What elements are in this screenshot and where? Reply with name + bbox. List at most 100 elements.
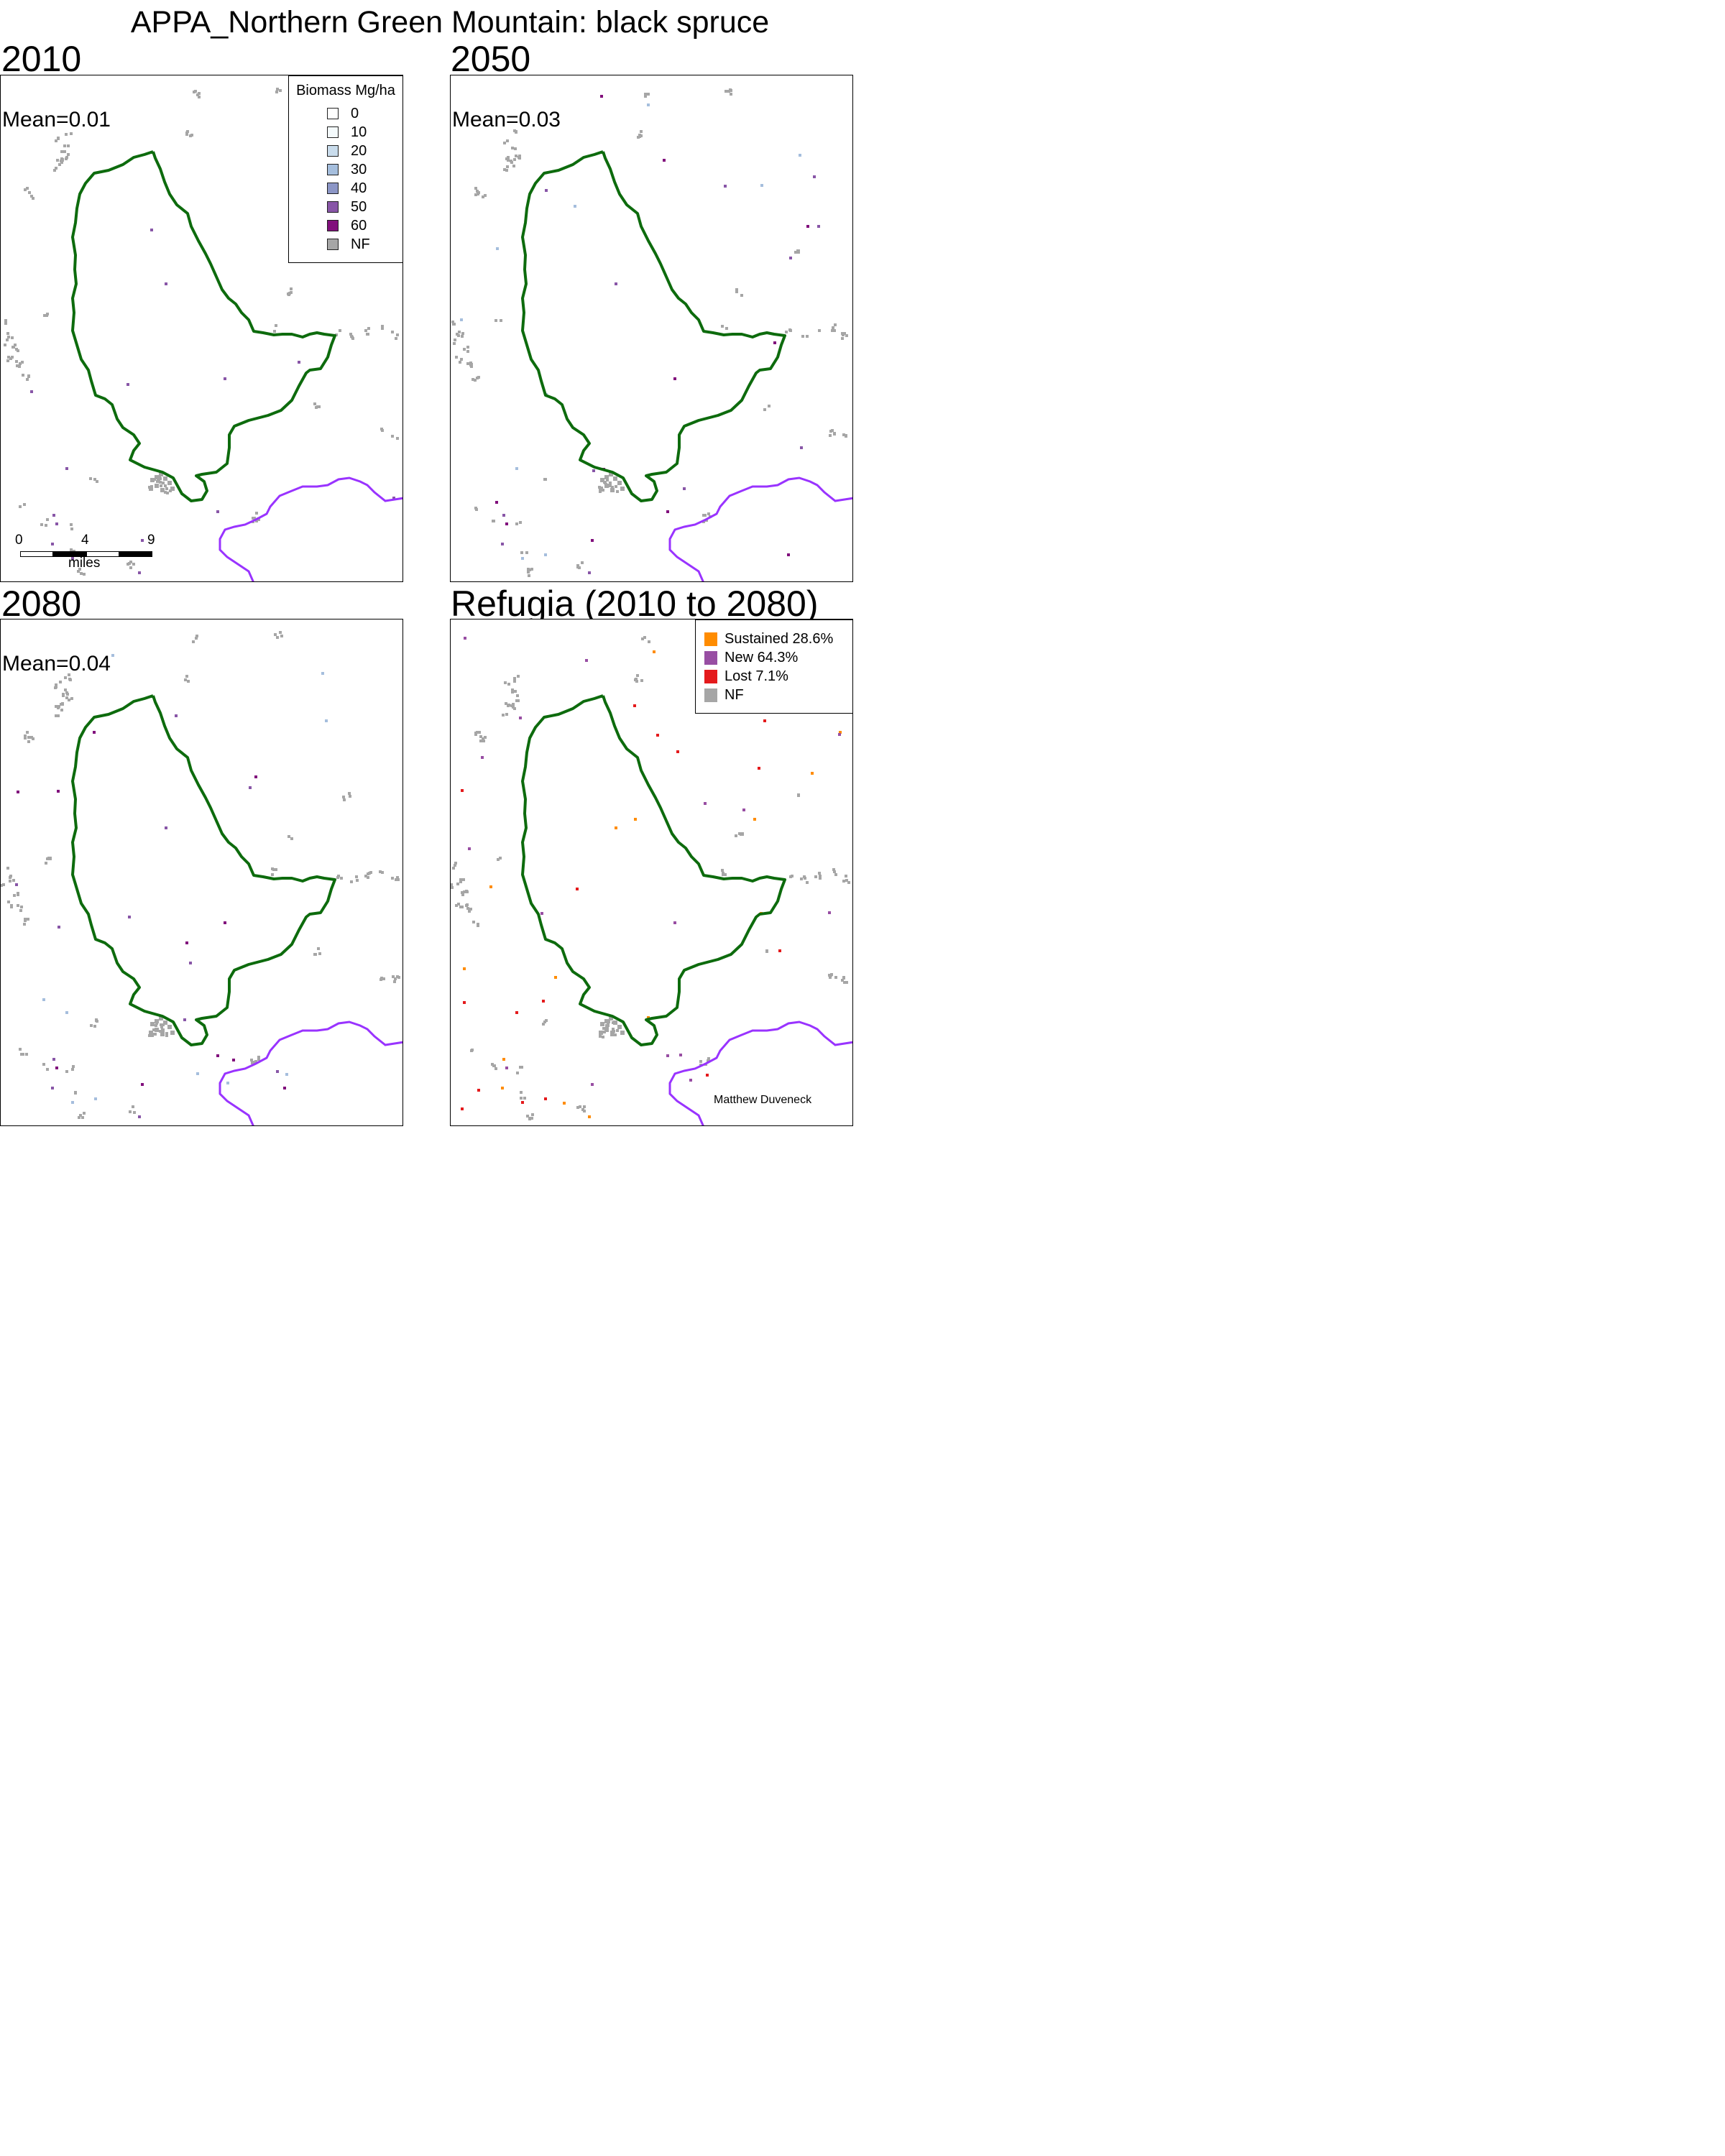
nonforest-pixel [833,870,836,873]
biomass-pixel [502,1058,505,1061]
biomass-pixel [111,654,114,657]
biomass-pixel [576,888,579,890]
map-panel-refugia: Sustained 28.6% New 64.3% Lost 7.1% NF Matt… [450,619,853,1126]
nonforest-pixel [451,321,454,323]
nonforest-pixel [611,486,614,489]
nonforest-pixel [842,880,845,883]
biomass-pixel [544,553,547,556]
nonforest-pixel [730,89,732,92]
biomass-pixel [463,967,466,970]
nonforest-pixel [77,570,80,573]
nonforest-pixel [482,740,485,742]
nonforest-pixel [2,883,5,886]
nonforest-pixel [814,875,817,878]
nonforest-pixel [472,378,474,381]
map-svg-2080 [1,631,402,1125]
nonforest-pixel [22,1053,24,1056]
nonforest-pixel [367,876,369,879]
nonforest-pixel [791,875,794,877]
nonforest-pixel [466,890,469,893]
nonforest-pixel [164,491,167,494]
nonforest-pixel [638,134,641,137]
nonforest-pixel [164,484,167,487]
map-svg-2010 [4,88,402,581]
nonforest-pixel [382,977,385,980]
nonforest-pixel [58,163,61,166]
nonforest-pixel [10,904,13,907]
nonforest-pixel [474,187,477,190]
nonforest-pixel [348,792,351,795]
nonforest-pixel [735,288,738,291]
biomass-pixel [65,467,68,470]
nonforest-pixel [81,1116,84,1119]
nonforest-pixel [198,96,201,98]
biomass-pixel [760,184,763,187]
nonforest-pixel [829,976,832,979]
nonforest-pixel [845,879,848,882]
nonforest-pixel [318,952,321,955]
biomass-pixel [505,522,508,525]
nonforest-pixel [27,736,30,739]
nonforest-pixel [834,873,837,876]
biomass-pixel [811,772,814,775]
biomass-pixel [150,229,153,231]
nonforest-pixel [829,434,832,437]
nonforest-pixel [722,872,724,875]
nonforest-pixel [833,329,836,332]
nonforest-pixel [454,864,456,867]
nonforest-pixel [466,350,469,353]
nonforest-pixel [459,361,461,364]
biomass-pixel [461,1107,464,1110]
nonforest-pixel [316,405,319,408]
nonforest-pixel [527,568,530,571]
nonforest-pixel [613,1021,617,1025]
nonforest-pixel [505,169,508,172]
nonforest-pixel [634,678,637,681]
nonforest-pixel [457,334,460,337]
biomass-pixel [216,1054,219,1057]
biomass-pixel [758,767,760,770]
nonforest-pixel [609,1016,613,1021]
nonforest-pixel [356,879,359,882]
nonforest-pixel [60,157,63,160]
nonforest-pixel [381,325,384,328]
biomass-pixel [52,1058,55,1061]
nonforest-pixel [724,873,727,876]
nonforest-pixel [63,150,66,153]
nonforest-pixel [53,169,56,172]
nonforest-pixel [59,681,62,683]
nonforest-pixel [314,953,317,956]
biomass-pixel [249,786,252,789]
biomass-pixel [481,756,484,759]
nonforest-pixel [26,378,29,381]
nonforest-pixel [471,1049,474,1051]
nonforest-pixel [613,476,617,481]
nonforest-pixel [730,93,732,96]
nonforest-pixel [512,165,515,167]
nonforest-pixel [32,737,34,740]
nonforest-pixel [79,1114,82,1117]
nonforest-pixel [527,571,530,573]
nonforest-pixel [152,1028,155,1031]
nonforest-pixel [831,429,834,432]
nonforest-pixel [252,517,254,520]
nonforest-pixel [463,890,466,893]
nonforest-pixel [599,487,603,491]
nonforest-pixel [735,834,737,837]
nonforest-pixel [460,358,463,361]
nonforest-pixel [70,548,73,551]
biomass-pixel [189,962,192,964]
biomass-pixel [521,1101,524,1104]
nonforest-pixel [276,636,279,639]
nonforest-pixel [65,133,68,136]
nonforest-pixel [510,704,513,707]
nonforest-pixel [27,740,30,743]
nonforest-pixel [617,1025,622,1029]
nonforest-pixel [255,512,258,515]
nonforest-pixel [510,161,513,164]
nonforest-pixel [167,481,172,485]
nonforest-pixel [794,251,797,254]
biomass-pixel [196,1072,199,1075]
nonforest-pixel [515,155,518,157]
nonforest-pixel [502,714,505,717]
